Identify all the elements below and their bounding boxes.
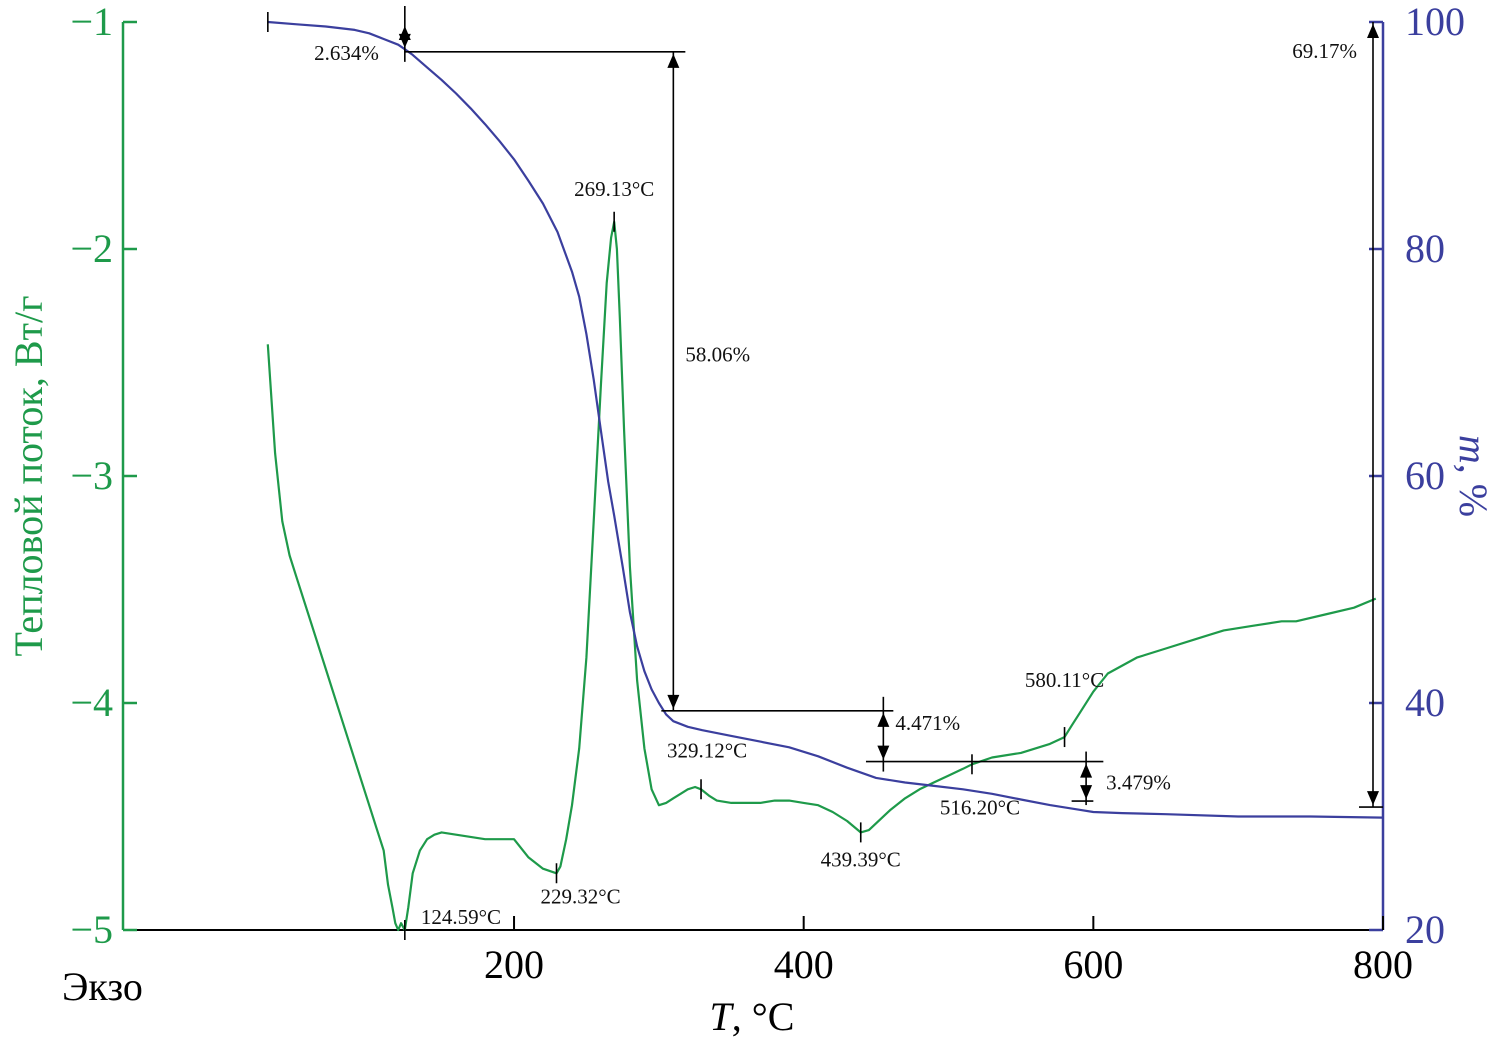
series-layer	[266, 20, 1384, 932]
x-axis-var: T	[710, 994, 735, 1039]
arrow-head	[667, 694, 680, 709]
y-left-tick-label: −5	[70, 907, 113, 952]
arrow-head	[667, 53, 680, 68]
y-right-axis-title: m, %	[1451, 435, 1496, 517]
y-left-tick-label: −2	[70, 226, 113, 271]
x-tick-label: 800	[1353, 942, 1413, 987]
x-tick-label: 400	[774, 942, 834, 987]
x-tick-label: 600	[1063, 942, 1123, 987]
y-right-tick-label: 20	[1405, 907, 1445, 952]
mass-loss-label: 2.634%	[314, 41, 379, 65]
y-right-tick-label: 80	[1405, 226, 1445, 271]
mass-loss-label: 69.17%	[1292, 39, 1357, 63]
peak-label: 439.39°C	[821, 847, 901, 871]
x-tick-label: 200	[484, 942, 544, 987]
mass-loss-label: 4.471%	[895, 711, 960, 735]
y-left-tick-label: −1	[70, 0, 113, 44]
peak-label: 229.32°C	[540, 884, 620, 908]
mass-loss-label: 58.06%	[685, 342, 750, 366]
y-right-axis-var: m	[1451, 435, 1496, 464]
y-right-axis-unit: , %	[1451, 464, 1496, 517]
arrow-head	[398, 33, 411, 48]
y-right-tick-label: 60	[1405, 453, 1445, 498]
peak-label: 516.20°C	[940, 795, 1020, 819]
peak-label: 124.59°C	[421, 905, 501, 929]
exo-label: Экзо	[62, 964, 143, 1009]
mass-loss-label: 3.479%	[1106, 770, 1171, 794]
left-axis-ticks: −1 −2 −3 −4 −5	[70, 0, 137, 952]
arrow-head	[877, 745, 890, 760]
y-left-axis-title: Тепловой поток, Вт/г	[6, 296, 51, 657]
peak-label: 580.11°C	[1025, 668, 1104, 692]
x-axis-title: T, °C	[710, 994, 795, 1039]
heat-flow-line	[266, 220, 1377, 932]
arrow-head	[1367, 24, 1379, 38]
arrow-head	[1367, 791, 1379, 806]
y-left-tick-label: −4	[70, 680, 113, 725]
peak-label: 329.12°C	[667, 738, 747, 762]
y-right-tick-label: 40	[1405, 680, 1445, 725]
arrow-head	[1080, 785, 1093, 800]
arrow-head	[877, 712, 890, 727]
x-axis-ticks: 200 400 600 800	[484, 916, 1413, 987]
arrow-head	[1080, 763, 1093, 778]
peak-label: 269.13°C	[574, 177, 654, 201]
mass-line	[267, 20, 1384, 819]
annotation-layer: 124.59°C 229.32°C 269.13°C 329.12°C 439.39°C…	[267, 6, 1383, 940]
y-left-tick-label: −3	[70, 453, 113, 498]
right-axis-ticks: 100 80 60 40 20	[1369, 0, 1465, 952]
x-axis-unit: , °C	[732, 994, 795, 1039]
y-right-tick-label: 100	[1405, 0, 1465, 44]
